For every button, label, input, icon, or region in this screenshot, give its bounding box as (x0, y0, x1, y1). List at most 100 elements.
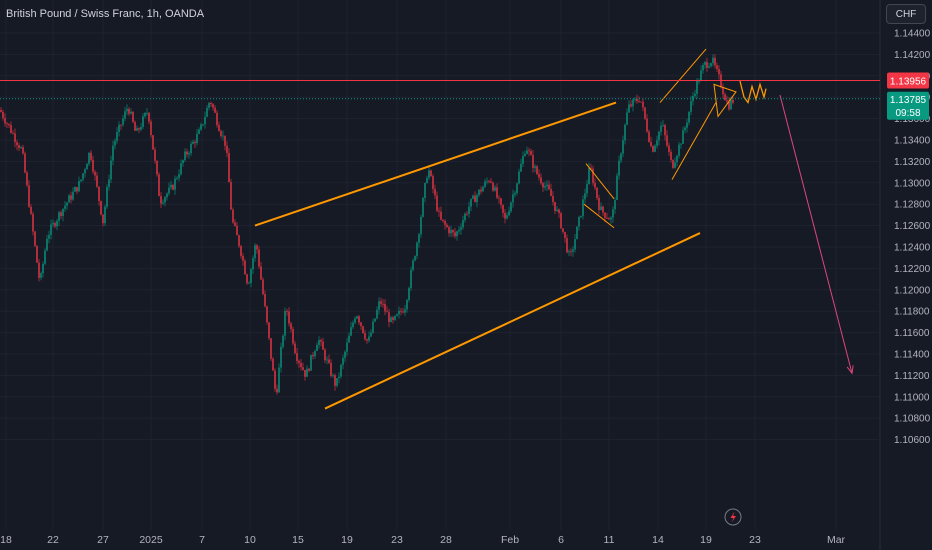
candle-body (174, 178, 176, 190)
time-tick-label: 27 (97, 534, 109, 546)
candle-body (106, 187, 108, 207)
candle-body (616, 175, 618, 200)
candle-body (536, 166, 538, 175)
candle-body (176, 177, 178, 179)
candle-body (726, 100, 728, 102)
candle-body (428, 170, 430, 178)
candle-body (406, 299, 408, 310)
candle-body (708, 66, 710, 68)
candle-body (240, 246, 242, 256)
time-tick-label: 14 (652, 534, 664, 546)
candle-body (512, 194, 514, 203)
candle-body (596, 187, 598, 199)
candle-body (672, 159, 674, 168)
candle-body (122, 118, 124, 125)
candle-body (562, 228, 564, 233)
candle-body (508, 211, 510, 216)
candle-body (376, 309, 378, 319)
candle-body (226, 145, 228, 154)
candle-body (578, 217, 580, 227)
candle-body (184, 151, 186, 161)
candle-body (412, 260, 414, 270)
candle-body (474, 195, 476, 203)
candle-body (600, 206, 602, 210)
candle-body (482, 186, 484, 192)
candle-body (426, 177, 428, 184)
last-price-badge (887, 91, 929, 120)
candle-body (392, 317, 394, 320)
candle-body (678, 144, 680, 156)
candle-body (10, 125, 12, 133)
candle-body (396, 314, 398, 316)
candle-body (316, 344, 318, 351)
candle-body (222, 135, 224, 137)
candle-body (346, 342, 348, 352)
lightning-icon[interactable] (724, 508, 742, 526)
candle-body (154, 149, 156, 161)
candle-body (120, 124, 122, 126)
candle-body (614, 199, 616, 210)
currency-button[interactable]: CHF (886, 4, 926, 24)
candle-body (628, 104, 630, 113)
candle-body (464, 213, 466, 221)
candle-body (92, 159, 94, 172)
candle-body (108, 179, 110, 188)
candle-body (22, 147, 24, 154)
candle-body (448, 227, 450, 234)
candle-body (170, 184, 172, 188)
candle-body (70, 195, 72, 200)
candle-body (506, 215, 508, 219)
candle-body (264, 294, 266, 307)
candle-body (342, 357, 344, 365)
candle-body (398, 310, 400, 315)
candle-body (140, 126, 142, 130)
candle-body (574, 239, 576, 250)
candle-body (494, 187, 496, 191)
candle-body (564, 232, 566, 239)
candle-body (556, 209, 558, 211)
candle-body (286, 311, 288, 312)
candle-body (408, 288, 410, 300)
candle-body (66, 202, 68, 206)
candle-body (732, 99, 734, 103)
candle-body (14, 133, 16, 143)
candle-body (638, 101, 640, 102)
candle-body (266, 306, 268, 323)
candle-body (436, 195, 438, 211)
candle-body (152, 135, 154, 150)
candle-body (310, 354, 312, 371)
candle-body (400, 310, 402, 312)
candle-body (208, 102, 210, 108)
candle-body (478, 189, 480, 196)
candle-body (138, 128, 140, 130)
candle-body (114, 140, 116, 146)
price-tick-label: 1.11000 (894, 392, 930, 403)
candle-body (334, 375, 336, 386)
lower-channel-line (324, 232, 701, 410)
candle-body (654, 145, 656, 152)
candle-body (558, 209, 560, 214)
candle-body (712, 57, 714, 64)
candle-body (6, 123, 8, 125)
candle-body (168, 187, 170, 194)
candle-body (674, 162, 676, 168)
candle-body (30, 206, 32, 214)
candle-body (724, 94, 726, 101)
candle-body (324, 349, 326, 361)
candle-body (698, 80, 700, 82)
candle-body (522, 155, 524, 164)
price-tick-label: 1.13400 (894, 136, 931, 147)
candle-body (610, 217, 612, 220)
candle-body (236, 225, 238, 236)
candle-body (142, 116, 144, 127)
time-tick-label: 19 (700, 534, 712, 546)
candle-body (658, 131, 660, 141)
candle-body (624, 124, 626, 141)
candle-body (242, 255, 244, 261)
candle-body (402, 311, 404, 313)
candle-body (76, 187, 78, 192)
trend-drawings (0, 48, 880, 410)
candle-body (160, 196, 162, 204)
candle-body (504, 212, 506, 219)
